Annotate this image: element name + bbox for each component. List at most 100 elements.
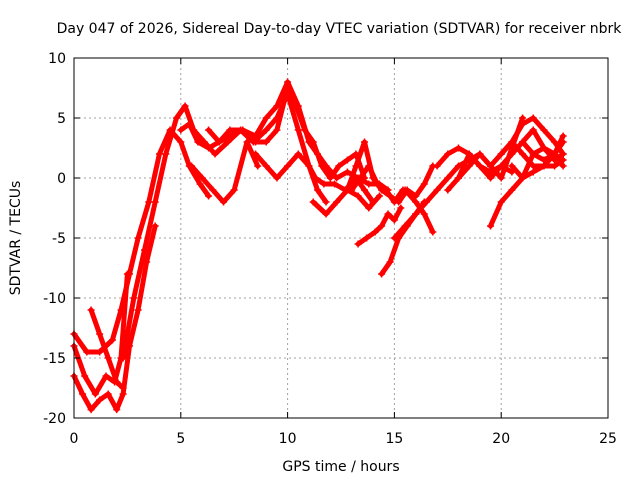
data-point [360,186,368,194]
data-point [113,406,121,414]
data-point [444,186,452,194]
data-point [390,234,398,242]
data-point [177,138,185,146]
data-point [262,138,270,146]
series-track-11 [343,186,383,212]
data-point [551,138,559,146]
data-point [211,150,219,158]
y-tick-label: 5 [57,111,66,127]
data-point [162,150,170,158]
data-point [87,406,95,414]
data-point [294,102,302,110]
data-point [354,192,362,200]
data-point [119,390,127,398]
data-point [273,174,281,182]
data-point [508,150,516,158]
data-point [119,354,127,362]
data-point [363,234,371,242]
data-point [487,174,495,182]
data-point [196,180,204,188]
data-point [487,222,495,230]
data-point [226,126,234,134]
data-point [465,150,473,158]
data-point [205,126,213,134]
data-point [360,138,368,146]
data-point [205,144,213,152]
data-point [551,156,559,164]
series-group [70,78,567,414]
data-point [145,198,153,206]
data-point [151,198,159,206]
data-point [254,162,262,170]
data-point [444,174,452,182]
data-point [529,168,537,176]
series-track-12 [348,162,407,206]
data-point [305,162,313,170]
data-point [134,234,142,242]
data-point [104,390,112,398]
data-point [519,138,527,146]
data-point [454,174,462,182]
data-point [151,222,159,230]
data-point [322,210,330,218]
data-point [113,378,121,386]
data-point [508,138,516,146]
data-point [108,336,116,344]
data-point [373,180,381,188]
series-line [120,91,329,361]
x-tick-label: 25 [599,431,617,447]
data-point [322,162,330,170]
data-point [198,174,206,182]
data-point [497,162,505,170]
data-point [401,222,409,230]
data-point [365,204,373,212]
data-point [333,174,341,182]
x-axis-label: GPS time / hours [282,459,399,475]
data-point [390,216,398,224]
data-point [96,330,104,338]
data-point [352,162,360,170]
series-line [402,187,436,235]
x-tick-label: 0 [70,431,79,447]
data-point [91,390,99,398]
series-track-8 [187,138,262,206]
series-track-16 [401,186,437,236]
data-point [320,180,328,188]
data-point [205,192,213,200]
data-point [519,174,527,182]
data-point [305,138,313,146]
data-point [335,162,343,170]
data-point [508,186,516,194]
data-point [529,114,537,122]
data-point [181,102,189,110]
x-tick-label: 20 [492,431,510,447]
data-point [401,186,409,194]
data-point [173,114,181,122]
data-point [187,162,195,170]
data-point [284,162,292,170]
data-point [284,78,292,86]
data-point [81,372,89,380]
data-point [529,126,537,134]
data-point [433,162,441,170]
data-point [551,162,559,170]
data-point [476,162,484,170]
data-point [412,198,420,206]
data-point [331,180,339,188]
data-point [96,348,104,356]
data-point [104,354,112,362]
series-line [509,133,566,181]
data-point [420,210,428,218]
y-tick-label: -15 [43,351,66,367]
data-point [262,126,270,134]
data-point [215,138,223,146]
series-track-1 [70,126,213,356]
data-point [273,126,281,134]
data-point [540,126,548,134]
data-point [294,126,302,134]
data-point [386,258,394,266]
data-point [87,306,95,314]
data-point [262,114,270,122]
